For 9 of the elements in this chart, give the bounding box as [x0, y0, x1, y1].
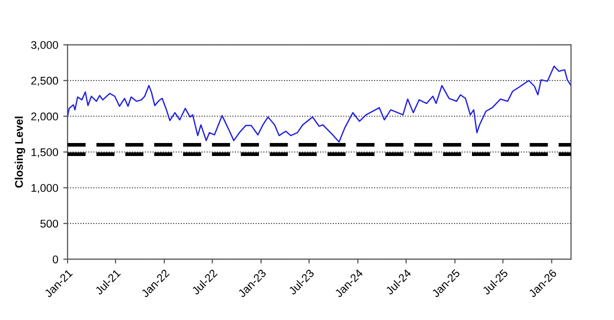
y-tick-label: 1,000: [32, 184, 58, 194]
y-tick-label: 0: [52, 255, 58, 264]
y-axis-title: Closing Level: [14, 116, 26, 188]
y-tick-label: 3,000: [31, 41, 58, 50]
y-tick-label: 500: [40, 220, 58, 228]
line-series: [68, 66, 572, 143]
y-tick-label: 2,500: [31, 76, 58, 86]
y-tick-label: 1,500: [32, 148, 58, 158]
y-tick-label: 2,000: [31, 112, 58, 122]
